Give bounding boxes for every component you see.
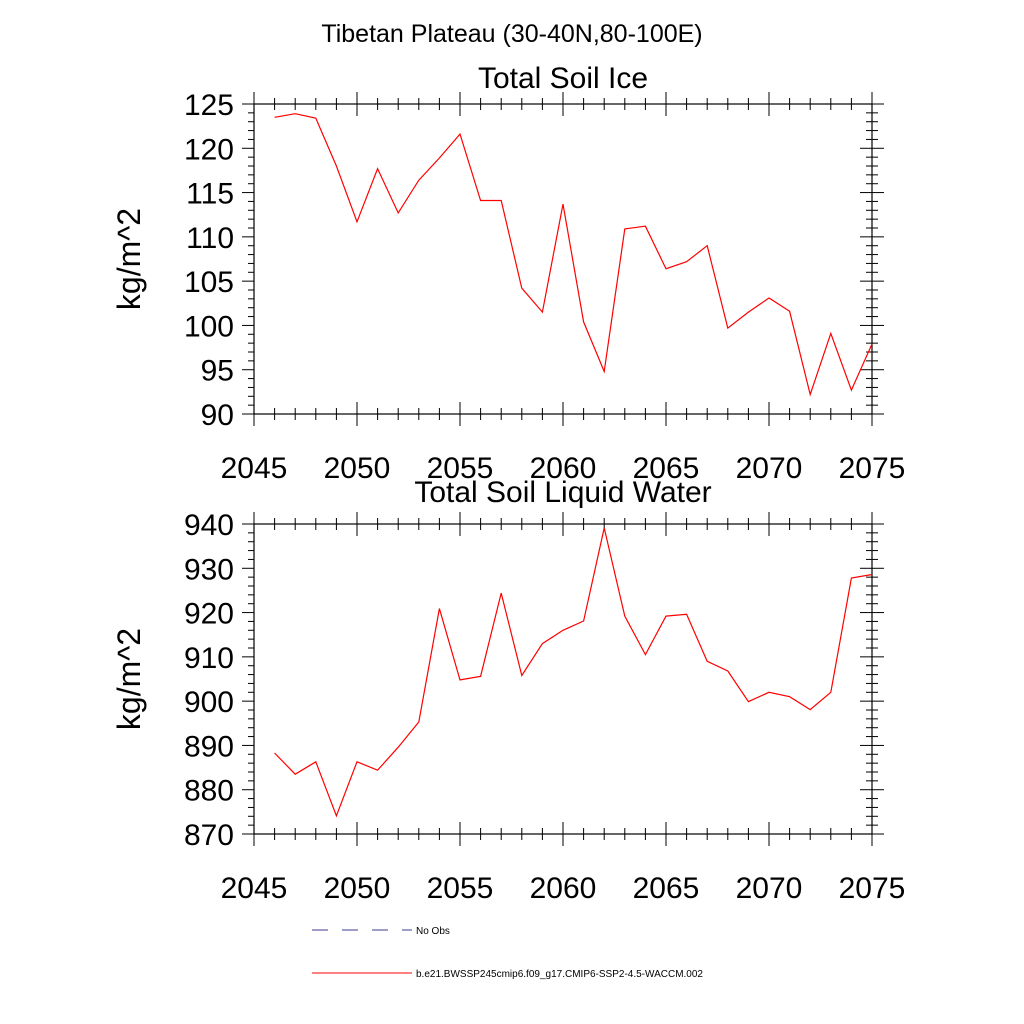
y-tick-label: 120 (184, 133, 234, 166)
x-tick-label: 2065 (633, 452, 700, 485)
y-tick-label: 910 (184, 642, 234, 675)
x-tick-label: 2070 (736, 872, 803, 905)
y-axis-label: kg/m^2 (111, 208, 147, 310)
plot-frame (253, 103, 873, 415)
legend-label: b.e21.BWSSP245cmip6.f09_g17.CMIP6-SSP2-4… (416, 969, 703, 980)
x-tick-label: 2050 (324, 452, 391, 485)
y-tick-label: 930 (184, 553, 234, 586)
y-tick-label: 880 (184, 775, 234, 808)
x-tick-label: 2045 (221, 872, 288, 905)
y-tick-label: 100 (184, 310, 234, 343)
x-tick-label: 2070 (736, 452, 803, 485)
x-tick-label: 2055 (427, 872, 494, 905)
x-tick-label: 2075 (839, 452, 906, 485)
series-line (274, 527, 873, 818)
y-tick-label: 110 (186, 222, 234, 255)
y-tick-label: 870 (184, 819, 234, 852)
y-tick-label: 940 (184, 509, 234, 542)
x-tick-label: 2065 (633, 872, 700, 905)
y-tick-label: 105 (184, 266, 234, 299)
y-tick-label: 95 (201, 355, 234, 388)
chart-title: Total Soil Liquid Water (414, 476, 711, 509)
x-tick-label: 2055 (427, 452, 494, 485)
legend-label: No Obs (416, 926, 450, 937)
y-tick-label: 890 (184, 730, 234, 763)
x-tick-label: 2060 (530, 872, 597, 905)
chart-panel: Total Soil Ice 2045 2050 2055 2060 2065 2070 20… (111, 62, 905, 485)
chart-panels: Total Soil Ice 2045 2050 2055 2060 2065 2070 20… (111, 62, 905, 905)
chart-panel: Total Soil Liquid Water 2045 2050 2055 2060 2… (111, 476, 905, 905)
legend: No Obs b.e21.BWSSP245cmip6.f09_g17.CMIP6-… (312, 926, 703, 980)
y-tick-label: 900 (184, 686, 234, 719)
x-tick-label: 2050 (324, 872, 391, 905)
y-axis-label: kg/m^2 (111, 628, 147, 730)
x-tick-label: 2075 (839, 872, 906, 905)
y-tick-label: 115 (186, 178, 234, 211)
x-tick-label: 2045 (221, 452, 288, 485)
page-title: Tibetan Plateau (30-40N,80-100E) (321, 20, 702, 48)
y-tick-label: 90 (201, 399, 234, 432)
series-line (274, 113, 873, 397)
chart-title: Total Soil Ice (478, 62, 648, 95)
y-tick-label: 920 (184, 598, 234, 631)
y-tick-label: 125 (184, 89, 234, 122)
x-tick-label: 2060 (530, 452, 597, 485)
